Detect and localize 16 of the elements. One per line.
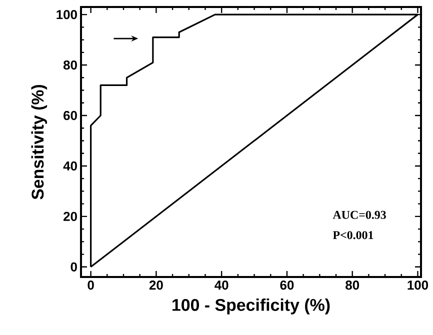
y-tick-label: 40 [63,161,77,171]
x-tick-label: 0 [88,280,94,290]
y-tick-label: 80 [63,60,77,70]
annotation: AUC=0.93 [332,210,386,219]
y-axis-title: Sensitivity (%) [31,84,48,200]
x-tick-label: 20 [149,280,163,290]
x-tick-label: 60 [280,280,294,290]
y-tick-label: 20 [64,212,77,222]
y-tick-label: 0 [70,262,77,272]
x-tick-label: 40 [214,280,228,290]
x-axis-title: 100 - Specificity (%) [172,298,330,314]
annotation: P<0.001 [332,231,374,240]
x-tick-label: 80 [346,280,360,290]
x-tick-label: 100 [408,280,428,290]
y-tick-label: 60 [64,110,77,120]
y-tick-label: 100 [56,10,77,20]
